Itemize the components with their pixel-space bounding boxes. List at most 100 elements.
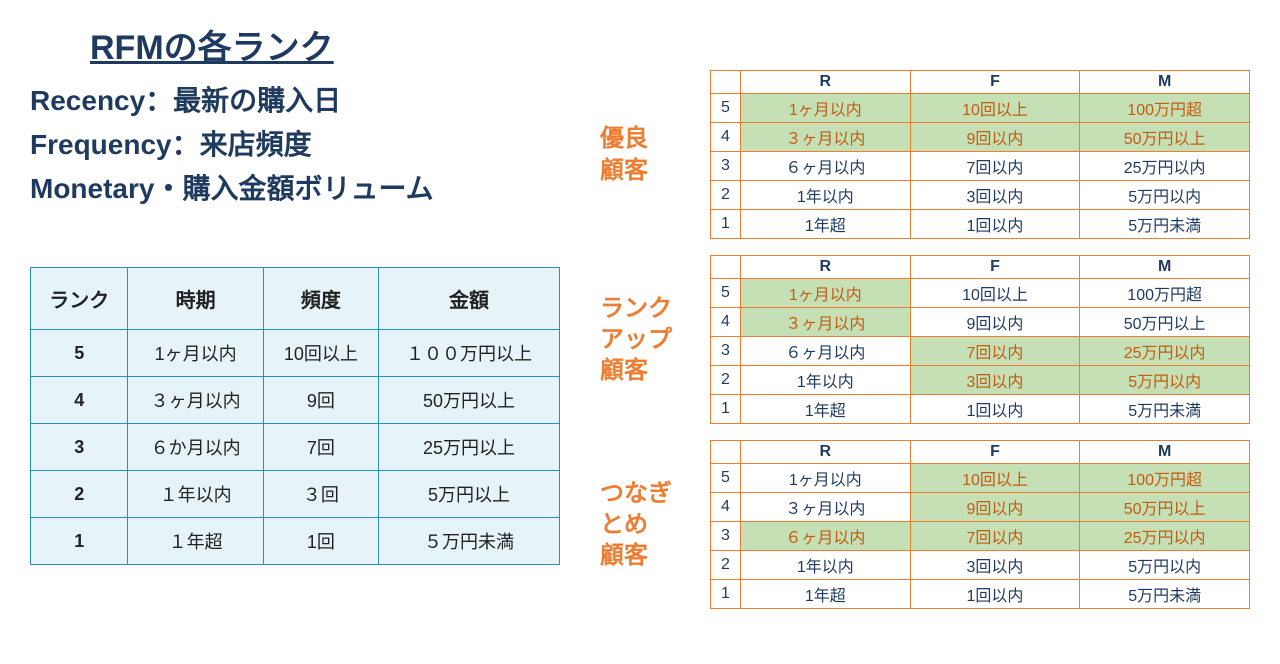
rfm-cell: 3回以内: [910, 551, 1080, 580]
rfm-cell: 50万円以上: [1080, 123, 1250, 152]
definition-recency: Recency：最新の購入日: [30, 79, 560, 119]
rfm-cell: 3: [711, 337, 741, 366]
th-frequency: 頻度: [263, 268, 378, 330]
rfm-header-cell: [711, 441, 741, 464]
rfm-cell: 1回以内: [910, 395, 1080, 424]
rfm-section: 優良顧客RFM51ヶ月以内10回以上100万円超4３ヶ月以内9回以内50万円以上…: [600, 70, 1250, 239]
rfm-cell: ３ヶ月以内: [741, 123, 911, 152]
rfm-cell: 5万円未満: [1080, 395, 1250, 424]
table-row: 21年以内3回以内5万円以内: [711, 181, 1250, 210]
rfm-table: RFM51ヶ月以内10回以上100万円超4３ヶ月以内9回以内50万円以上3６ヶ月…: [710, 440, 1250, 609]
table-cell: 5: [31, 330, 128, 377]
table-cell: 9回: [263, 377, 378, 424]
definition-monetary: Monetary・購入金額ボリューム: [30, 167, 560, 207]
definition-frequency: Frequency：来店頻度: [30, 123, 560, 163]
rfm-cell: 1年以内: [741, 551, 911, 580]
table-row: 11年超1回以内5万円未満: [711, 210, 1250, 239]
rfm-cell: ６ヶ月以内: [741, 152, 911, 181]
table-row: 11年超1回以内5万円未満: [711, 395, 1250, 424]
rfm-cell: 7回以内: [910, 337, 1080, 366]
rfm-cell: 10回以上: [910, 464, 1080, 493]
rfm-cell: 9回以内: [910, 123, 1080, 152]
rfm-cell: 1ヶ月以内: [741, 94, 911, 123]
rfm-cell: 1年超: [741, 210, 911, 239]
table-row: 4３ヶ月以内9回以内50万円以上: [711, 308, 1250, 337]
rfm-cell: 1: [711, 580, 741, 609]
table-cell: 50万円以上: [379, 377, 560, 424]
rfm-header-cell: [711, 71, 741, 94]
table-row: 4３ヶ月以内9回50万円以上: [31, 377, 560, 424]
rfm-table: RFM51ヶ月以内10回以上100万円超4３ヶ月以内9回以内50万円以上3６ヶ月…: [710, 255, 1250, 424]
section-label: 優良顧客: [600, 123, 690, 185]
rfm-cell: 1回以内: [910, 580, 1080, 609]
table-cell: 5万円以上: [379, 471, 560, 518]
rfm-cell: 9回以内: [910, 493, 1080, 522]
rfm-section: つなぎとめ顧客RFM51ヶ月以内10回以上100万円超4３ヶ月以内9回以内50万…: [600, 440, 1250, 609]
table-cell: 3: [31, 424, 128, 471]
rfm-cell: 2: [711, 366, 741, 395]
table-cell: ５万円未満: [379, 518, 560, 565]
table-cell: 4: [31, 377, 128, 424]
rfm-cell: 4: [711, 308, 741, 337]
rfm-cell: 2: [711, 181, 741, 210]
th-amount: 金額: [379, 268, 560, 330]
table-row: 51ヶ月以内10回以上100万円超: [711, 464, 1250, 493]
table-row: 4３ヶ月以内9回以内50万円以上: [711, 123, 1250, 152]
section-label: ランクアップ顧客: [600, 293, 690, 387]
table-row: 21年以内3回以内5万円以内: [711, 366, 1250, 395]
rank-definition-table: ランク 時期 頻度 金額 51ヶ月以内10回以上１００万円以上4３ヶ月以内9回5…: [30, 267, 560, 565]
rfm-section: ランクアップ顧客RFM51ヶ月以内10回以上100万円超4３ヶ月以内9回以内50…: [600, 255, 1250, 424]
table-cell: 1回: [263, 518, 378, 565]
rfm-cell: 25万円以内: [1080, 337, 1250, 366]
rfm-cell: 5: [711, 279, 741, 308]
rfm-cell: 10回以上: [910, 279, 1080, 308]
rfm-cell: 4: [711, 123, 741, 152]
rfm-cell: 9回以内: [910, 308, 1080, 337]
rfm-cell: 7回以内: [910, 152, 1080, 181]
rfm-cell: 3回以内: [910, 181, 1080, 210]
table-cell: 10回以上: [263, 330, 378, 377]
rfm-cell: 50万円以上: [1080, 493, 1250, 522]
rfm-cell: 100万円超: [1080, 94, 1250, 123]
rfm-cell: 3回以内: [910, 366, 1080, 395]
rfm-cell: 1年以内: [741, 181, 911, 210]
table-row: 3６ヶ月以内7回以内25万円以内: [711, 337, 1250, 366]
rfm-cell: 1回以内: [910, 210, 1080, 239]
rfm-header-cell: M: [1080, 256, 1250, 279]
rfm-cell: 25万円以内: [1080, 152, 1250, 181]
rfm-cell: 5万円以内: [1080, 181, 1250, 210]
rfm-cell: ６ヶ月以内: [741, 522, 911, 551]
rfm-cell: 100万円超: [1080, 464, 1250, 493]
rfm-cell: 3: [711, 152, 741, 181]
table-row: 3６か月以内7回25万円以上: [31, 424, 560, 471]
rfm-cell: 1ヶ月以内: [741, 279, 911, 308]
table-row: 51ヶ月以内10回以上100万円超: [711, 279, 1250, 308]
table-row: 1１年超1回５万円未満: [31, 518, 560, 565]
table-row: 4３ヶ月以内9回以内50万円以上: [711, 493, 1250, 522]
rfm-header-cell: [711, 256, 741, 279]
rfm-cell: 4: [711, 493, 741, 522]
rfm-header-cell: M: [1080, 441, 1250, 464]
rfm-cell: 7回以内: [910, 522, 1080, 551]
table-cell: ３ヶ月以内: [128, 377, 263, 424]
rfm-cell: 1年以内: [741, 366, 911, 395]
rfm-cell: ３ヶ月以内: [741, 493, 911, 522]
table-cell: 1ヶ月以内: [128, 330, 263, 377]
rfm-cell: 1年超: [741, 580, 911, 609]
table-cell: 2: [31, 471, 128, 518]
rfm-cell: 5: [711, 94, 741, 123]
table-cell: 25万円以上: [379, 424, 560, 471]
rfm-header-cell: F: [910, 71, 1080, 94]
rfm-cell: 5万円以内: [1080, 551, 1250, 580]
page-title: RFMの各ランク: [90, 20, 560, 69]
rfm-cell: 1ヶ月以内: [741, 464, 911, 493]
rfm-table: RFM51ヶ月以内10回以上100万円超4３ヶ月以内9回以内50万円以上3６ヶ月…: [710, 70, 1250, 239]
table-row: 2１年以内３回5万円以上: [31, 471, 560, 518]
rfm-cell: 1: [711, 395, 741, 424]
table-row: 51ヶ月以内10回以上１００万円以上: [31, 330, 560, 377]
rfm-cell: 50万円以上: [1080, 308, 1250, 337]
rfm-cell: 5万円未満: [1080, 580, 1250, 609]
rfm-header-cell: R: [741, 256, 911, 279]
rfm-cell: 5: [711, 464, 741, 493]
table-cell: ６か月以内: [128, 424, 263, 471]
